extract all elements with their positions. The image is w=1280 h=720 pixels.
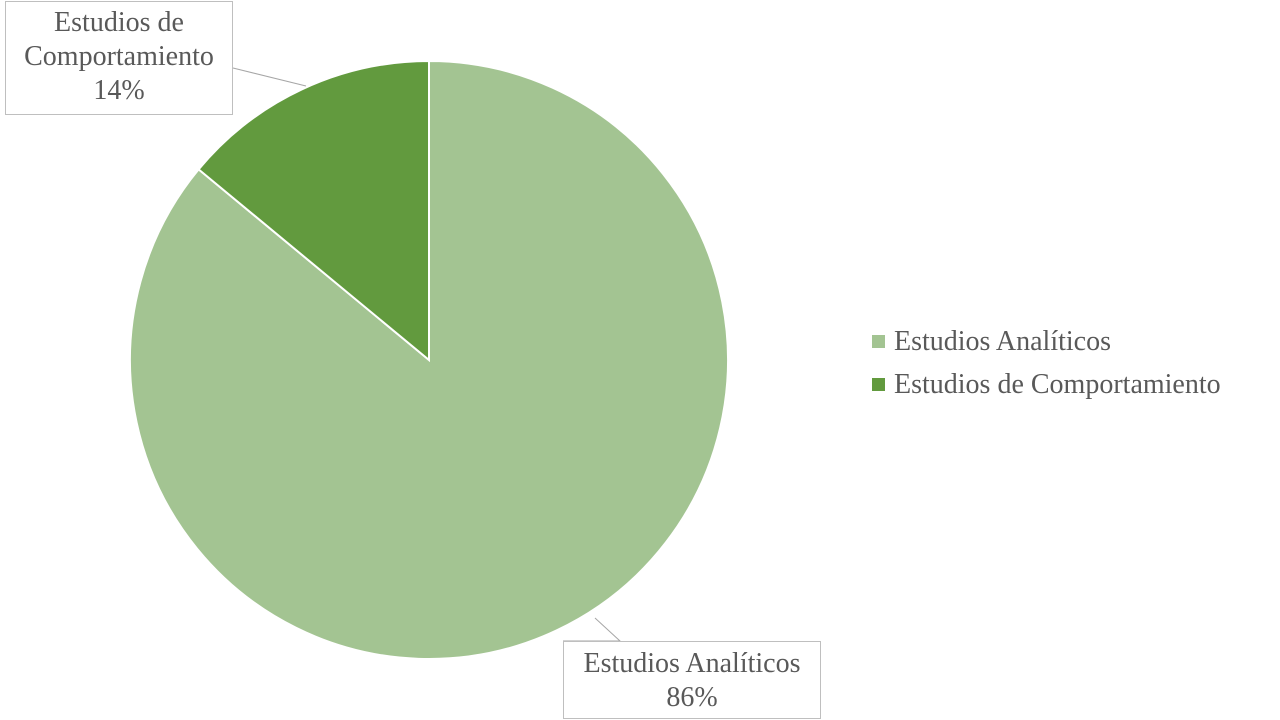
legend-item-analiticos[interactable]: Estudios Analíticos — [872, 320, 1272, 363]
pie-slice-comportamiento[interactable] — [197, 59, 430, 363]
legend-swatch-comportamiento — [872, 378, 885, 391]
data-label-comportamiento: Estudios de Comportamiento 14% — [5, 1, 233, 115]
legend-label: Estudios Analíticos — [894, 325, 1111, 357]
legend: Estudios Analíticos Estudios de Comporta… — [872, 320, 1272, 406]
pie-slices — [129, 59, 729, 660]
legend-swatch-analiticos — [872, 335, 885, 348]
data-label-name-line2: Comportamiento — [24, 41, 214, 72]
data-label-percent: 86% — [666, 682, 718, 713]
data-label-name: Estudios Analíticos — [583, 648, 801, 679]
data-label-analiticos: Estudios Analíticos 86% — [563, 641, 821, 719]
data-label-percent: 14% — [93, 75, 145, 106]
legend-label: Estudios de Comportamiento — [894, 368, 1221, 400]
legend-item-comportamiento[interactable]: Estudios de Comportamiento — [872, 363, 1272, 406]
data-label-name-line1: Estudios de — [54, 7, 184, 38]
leader-line-comportamiento — [232, 67, 307, 87]
